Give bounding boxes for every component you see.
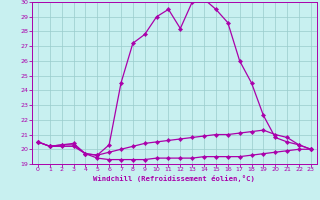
X-axis label: Windchill (Refroidissement éolien,°C): Windchill (Refroidissement éolien,°C) — [93, 175, 255, 182]
